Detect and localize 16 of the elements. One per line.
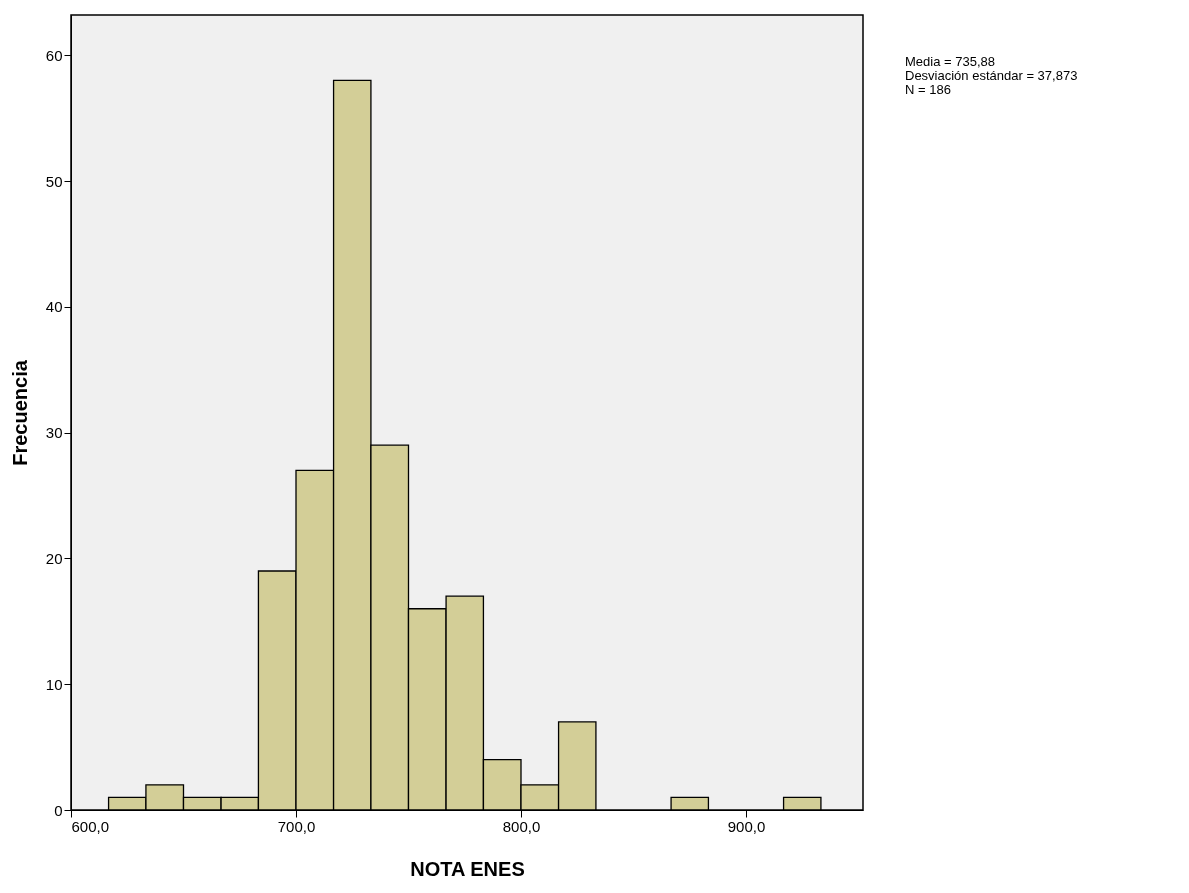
y-tick-label: 60: [45, 46, 63, 64]
x-tick-label: 800,0: [502, 817, 541, 835]
x-tick-label: 600,0: [71, 817, 110, 835]
y-tick-label: 10: [45, 675, 63, 693]
y-tick-label: 0: [54, 801, 63, 819]
x-axis-title: NOTA ENES: [410, 857, 525, 880]
y-tick-label: 40: [45, 298, 63, 316]
x-tick-label: 900,0: [727, 817, 766, 835]
text: N = 186: [905, 82, 952, 97]
y-axis-title: Frecuencia: [8, 359, 31, 466]
y-tick-label: 30: [45, 424, 63, 442]
text: Desviación estándar = 37,873: [905, 68, 1078, 83]
y-tick-label: 50: [45, 172, 63, 190]
x-tick-label: 700,0: [277, 817, 316, 835]
text: Media = 735,88: [905, 54, 996, 69]
y-tick-label: 20: [45, 549, 63, 567]
